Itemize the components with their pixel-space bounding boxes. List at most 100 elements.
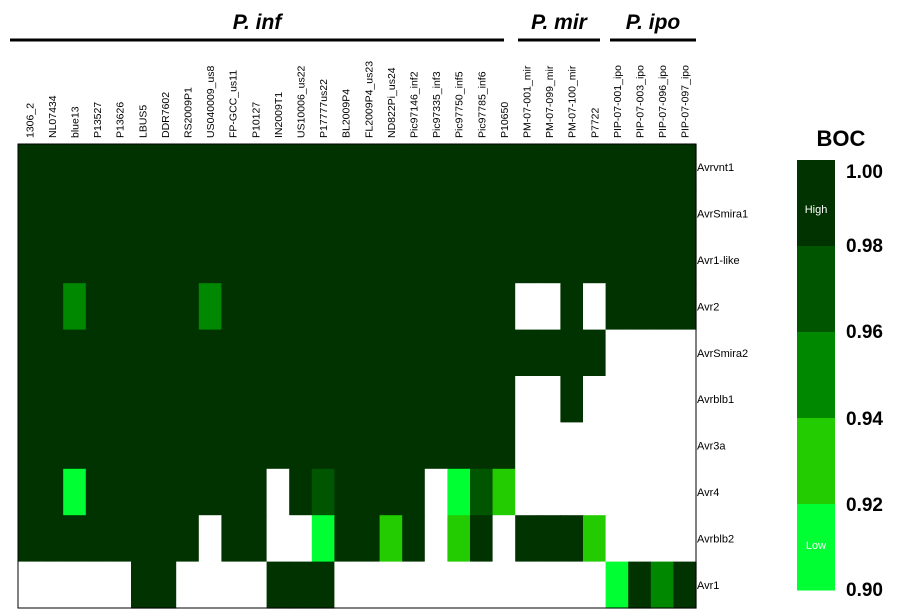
- heatmap-cell: [492, 561, 516, 609]
- heatmap-cell: [289, 422, 313, 470]
- heatmap-cell: [176, 376, 200, 423]
- heatmap-cell: [289, 283, 313, 331]
- heatmap-cell: [560, 236, 584, 284]
- heatmap-cell: [492, 144, 516, 191]
- heatmap-cell: [470, 144, 494, 191]
- heatmap-cell: [447, 236, 471, 284]
- heatmap-cell: [244, 376, 268, 423]
- heatmap-cell: [447, 190, 471, 238]
- heatmap-cell: [447, 468, 471, 516]
- heatmap-cell: [515, 515, 539, 563]
- heatmap-cell: [357, 144, 381, 191]
- heatmap-cell: [379, 376, 403, 423]
- heatmap-cell: [583, 236, 607, 284]
- heatmap-cell: [447, 144, 471, 191]
- heatmap-cell: [515, 283, 539, 331]
- heatmap-cell: [221, 561, 245, 609]
- legend-tick-label: 0.94: [846, 409, 883, 430]
- heatmap-cell: [108, 376, 132, 423]
- heatmap-cell: [108, 422, 132, 470]
- heatmap-cell: [153, 144, 177, 191]
- heatmap-cell: [673, 468, 697, 516]
- legend-color-band: [797, 504, 835, 591]
- heatmap-cell: [537, 422, 561, 470]
- heatmap-cell: [537, 190, 561, 238]
- heatmap-cell: [311, 515, 335, 563]
- heatmap-cell: [63, 236, 87, 284]
- row-labels: Avrvnt1 AvrSmira1 Avr1-like Avr2 AvrSmira2 Av…: [697, 162, 748, 592]
- heatmap-cell: [40, 376, 64, 423]
- heatmap-cell: [221, 144, 245, 191]
- legend-color-band: [797, 246, 835, 333]
- heatmap-cell: [357, 422, 381, 470]
- heatmap-cell: [85, 376, 109, 423]
- heatmap-cell: [447, 515, 471, 563]
- heatmap-cell: [424, 190, 448, 238]
- heatmap-cell: [515, 236, 539, 284]
- heatmap-cell: [379, 468, 403, 516]
- column-label: PIP-07-003_ipo: [635, 65, 647, 138]
- heatmap-cell: [673, 190, 697, 238]
- heatmap-cell: [628, 422, 652, 470]
- column-label: P13626: [115, 102, 127, 138]
- heatmap-cell: [334, 561, 358, 609]
- heatmap-cell: [447, 329, 471, 377]
- heatmap-cell: [153, 468, 177, 516]
- heatmap-cell: [334, 283, 358, 331]
- heatmap-cell: [583, 561, 607, 609]
- heatmap-cell: [18, 283, 42, 331]
- heatmap-cell: [244, 561, 268, 609]
- heatmap-cell: [492, 422, 516, 470]
- heatmap-cell: [492, 329, 516, 377]
- heatmap-cell: [402, 236, 426, 284]
- heatmap-cell: [266, 468, 290, 516]
- legend-tick-label: 0.96: [846, 322, 883, 343]
- heatmap-cell: [176, 144, 200, 191]
- heatmap-cell: [176, 422, 200, 470]
- heatmap-cell: [424, 422, 448, 470]
- heatmap-cell: [379, 190, 403, 238]
- heatmap-cell: [289, 376, 313, 423]
- heatmap-cell: [176, 190, 200, 238]
- heatmap-cell: [18, 561, 42, 609]
- heatmap-cell: [63, 144, 87, 191]
- heatmap-cell: [628, 190, 652, 238]
- heatmap-cell: [289, 561, 313, 609]
- heatmap-cell: [85, 329, 109, 377]
- heatmap-cell: [673, 144, 697, 191]
- heatmap-cell: [63, 190, 87, 238]
- heatmap-cell: [266, 144, 290, 191]
- heatmap-cell: [266, 376, 290, 423]
- heatmap-cell: [402, 561, 426, 609]
- row-label: Avr3a: [697, 441, 726, 453]
- heatmap-cell: [447, 422, 471, 470]
- heatmap-cell: [311, 190, 335, 238]
- heatmap-cell: [583, 515, 607, 563]
- heatmap-cell: [537, 515, 561, 563]
- heatmap-cell: [131, 190, 155, 238]
- heatmap-cell: [537, 376, 561, 423]
- heatmap-cell: [470, 283, 494, 331]
- row-label: AvrSmira2: [697, 348, 748, 360]
- heatmap-cell: [85, 144, 109, 191]
- heatmap-cell: [18, 468, 42, 516]
- heatmap-cell: [515, 561, 539, 609]
- heatmap-cell: [311, 561, 335, 609]
- heatmap-cell: [673, 283, 697, 331]
- heatmap-cell: [379, 329, 403, 377]
- heatmap-cell: [108, 236, 132, 284]
- row-label: Avr2: [697, 301, 719, 313]
- heatmap-cell: [515, 376, 539, 423]
- heatmap-cell: [402, 144, 426, 191]
- group-label: P. inf: [233, 11, 284, 34]
- heatmap-cell: [334, 468, 358, 516]
- heatmap-cell: [85, 515, 109, 563]
- heatmap-cell: [605, 144, 629, 191]
- heatmap-cell: [85, 236, 109, 284]
- column-label: ND822Pi_us24: [386, 67, 398, 138]
- heatmap-cell: [176, 561, 200, 609]
- heatmap-cell: [583, 468, 607, 516]
- heatmap-cell: [221, 236, 245, 284]
- heatmap-cell: [40, 515, 64, 563]
- heatmap-cell: [492, 283, 516, 331]
